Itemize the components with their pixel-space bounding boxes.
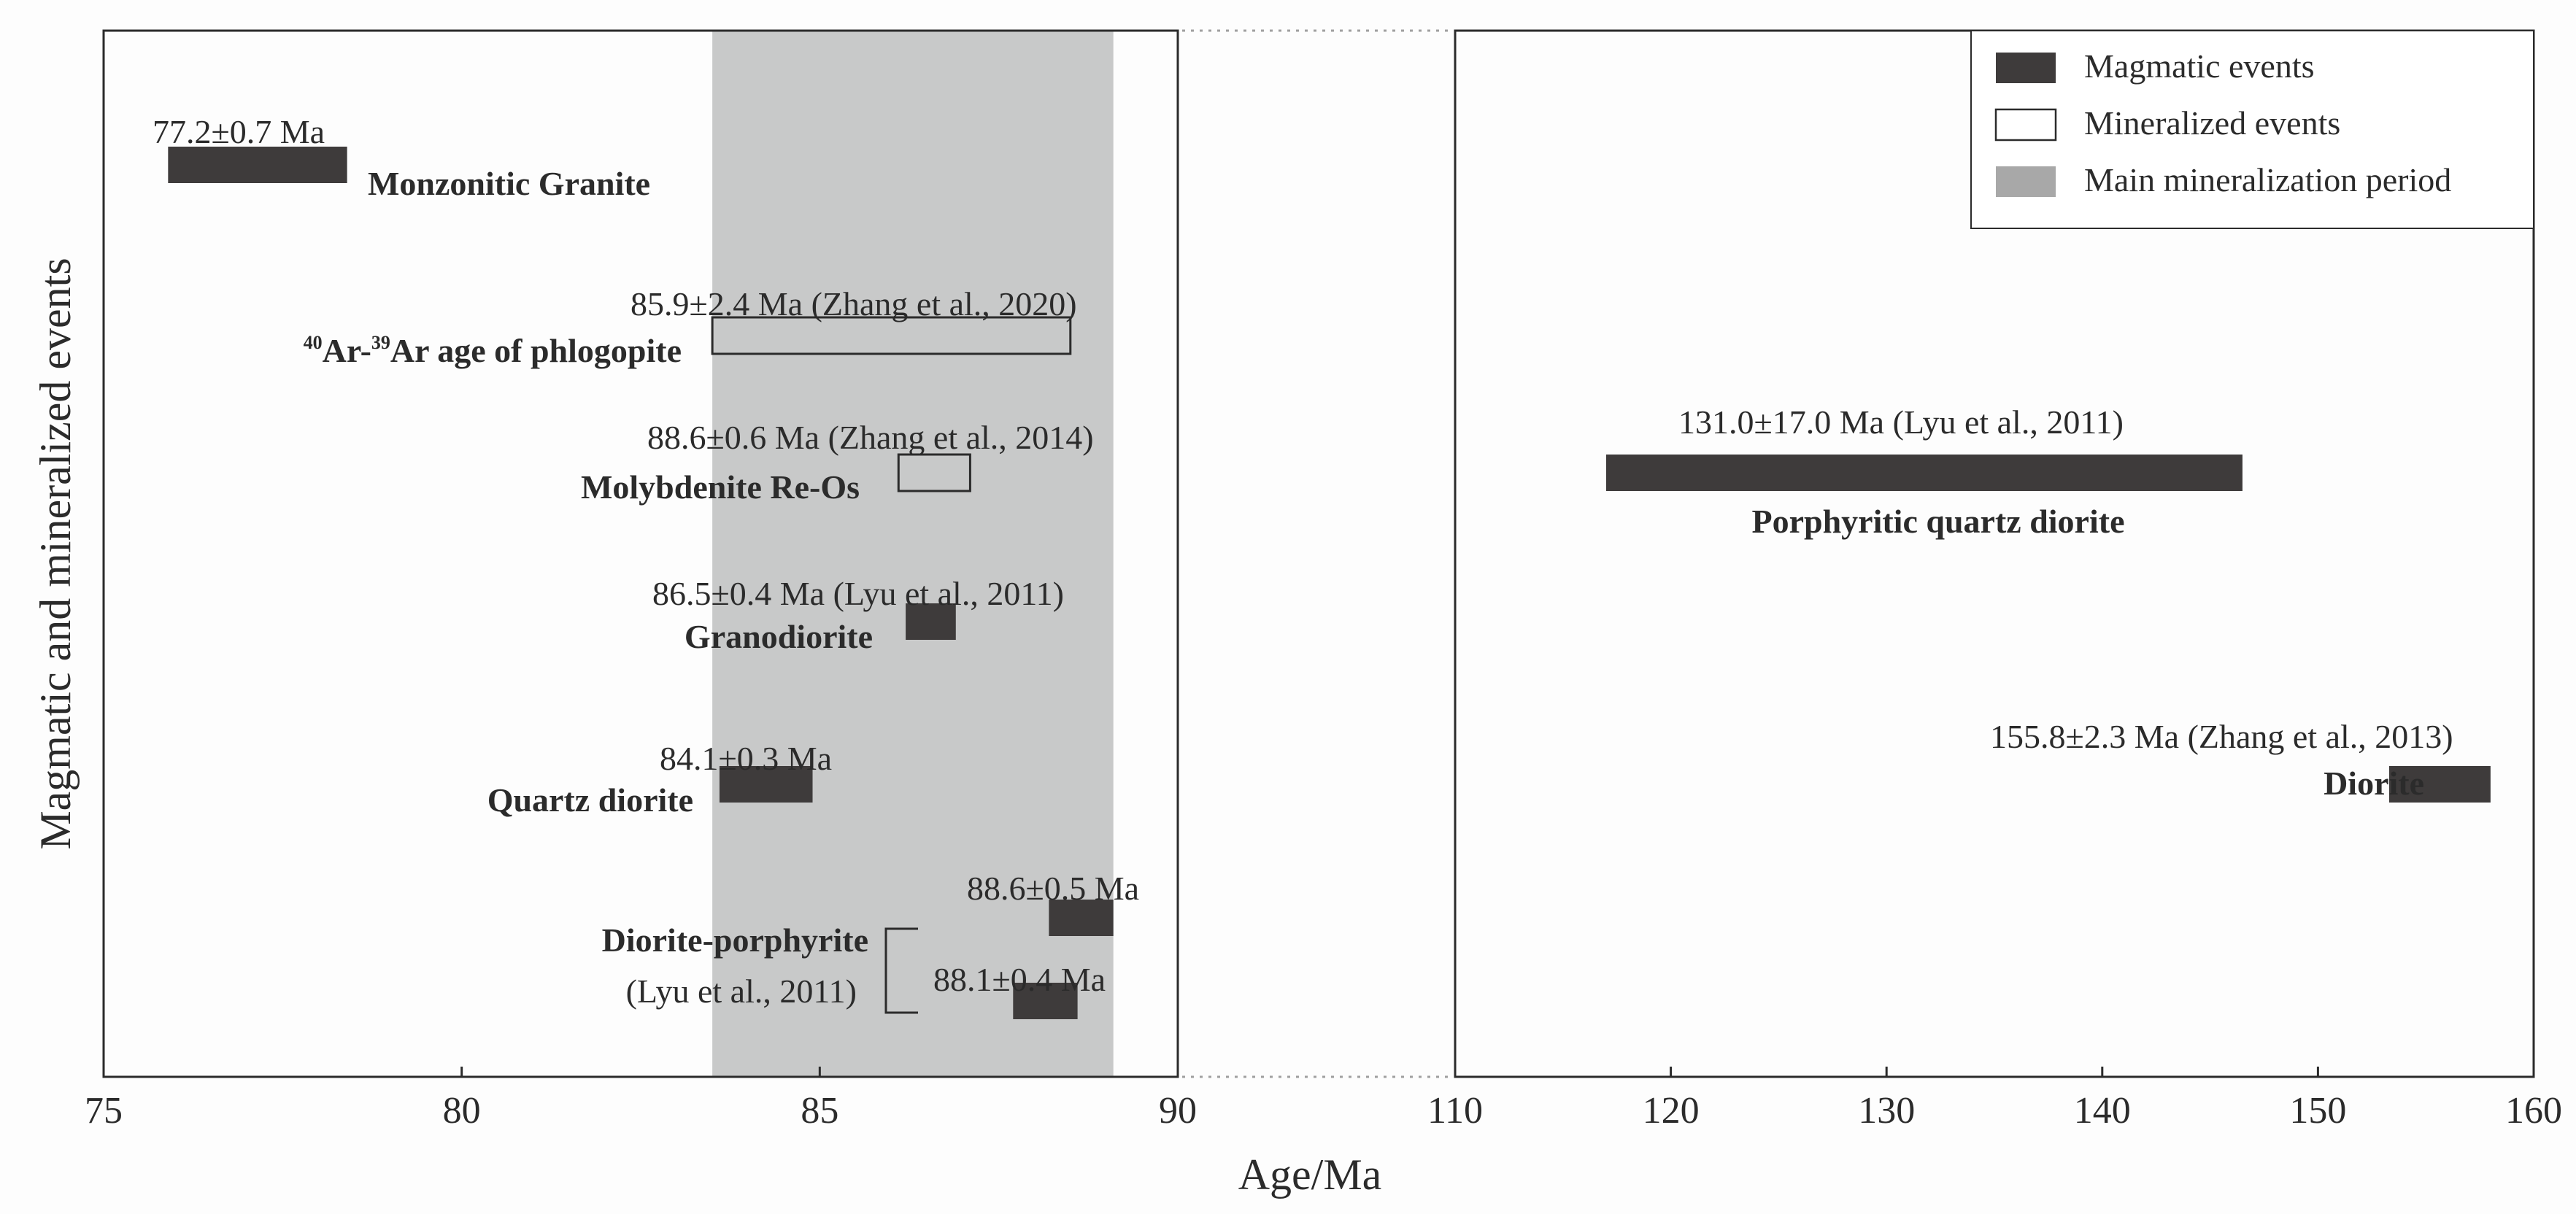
tick-label-130: 130: [1858, 1090, 1915, 1132]
legend-swatch-mineralized: [1994, 108, 2057, 142]
tick-label-140: 140: [2074, 1090, 2131, 1132]
legend-swatch-magmatic: [1996, 53, 2056, 83]
tick-label-160: 160: [2505, 1090, 2562, 1132]
event-name-phlogopite: 40Ar-39Ar age of phlogopite: [304, 332, 682, 369]
tick-label-75: 75: [85, 1090, 123, 1132]
age-label-diorite-porphyrite-1: 88.6±0.5 Ma: [967, 870, 1139, 907]
age-label-diorite-porphyrite-2: 88.1±0.4 Ma: [933, 961, 1106, 998]
tick-label-90: 90: [1159, 1090, 1197, 1132]
legend: Magmatic events Mineralized events Main …: [1970, 30, 2534, 229]
age-label-molybdenite: 88.6±0.6 Ma (Zhang et al., 2014): [647, 419, 1094, 456]
event-name-molybdenite: Molybdenite Re-Os: [581, 468, 860, 506]
legend-label-period: Main mineralization period: [2084, 161, 2451, 198]
event-name-porphyritic-quartz-diorite: Porphyritic quartz diorite: [1751, 503, 2124, 540]
event-name-quartz-diorite: Quartz diorite: [487, 781, 693, 819]
event-name-granodiorite: Granodiorite: [685, 618, 873, 655]
legend-label-mineralized: Mineralized events: [2084, 104, 2340, 142]
legend-swatch-period: [1996, 166, 2056, 197]
event-bar-7: [1605, 455, 2243, 491]
diorite-porphyrite-bracket: [884, 927, 918, 1014]
x-axis-ticks: 75 80 85 90 110 120 130 140 150 160: [85, 1067, 2562, 1132]
event-name-diorite: Diorite: [2324, 765, 2424, 802]
x-axis-title: Age/Ma: [1238, 1151, 1382, 1199]
tick-label-120: 120: [1643, 1090, 1700, 1132]
age-label-monzonitic-granite: 77.2±0.7 Ma: [153, 113, 325, 150]
event-bar-2: [897, 453, 971, 492]
event-bar-8: [2388, 766, 2491, 803]
event-bar-1: [711, 316, 1072, 355]
age-label-diorite: 155.8±2.3 Ma (Zhang et al., 2013): [1990, 718, 2453, 755]
event-citation-diorite-porphyrite: (Lyu et al., 2011): [626, 973, 857, 1010]
age-label-granodiorite: 86.5±0.4 Ma (Lyu et al., 2011): [652, 575, 1064, 612]
legend-box: [1970, 30, 2534, 229]
legend-label-magmatic: Magmatic events: [2084, 47, 2315, 85]
event-name-monzonitic-granite: Monzonitic Granite: [368, 165, 650, 202]
left-panel-frame: [102, 29, 1179, 1078]
tick-label-80: 80: [443, 1090, 481, 1132]
tick-label-85: 85: [801, 1090, 838, 1132]
main-mineralization-band: [712, 31, 1114, 1077]
event-bar-0: [168, 147, 347, 183]
tick-label-110: 110: [1427, 1090, 1483, 1132]
event-bar-6: [1013, 983, 1078, 1019]
y-axis-title: Magmatic and mineralized events: [31, 258, 80, 849]
event-bars: [168, 147, 2491, 1019]
event-bar-3: [906, 603, 956, 640]
event-bar-4: [719, 766, 813, 803]
event-bar-5: [1049, 900, 1114, 936]
age-label-quartz-diorite: 84.1±0.3 Ma: [660, 740, 832, 777]
age-label-phlogopite: 85.9±2.4 Ma (Zhang et al., 2020): [630, 285, 1077, 322]
tick-label-150: 150: [2289, 1090, 2346, 1132]
age-label-porphyritic-quartz-diorite: 131.0±17.0 Ma (Lyu et al., 2011): [1678, 403, 2124, 441]
event-name-diorite-porphyrite: Diorite-porphyrite: [602, 921, 868, 959]
